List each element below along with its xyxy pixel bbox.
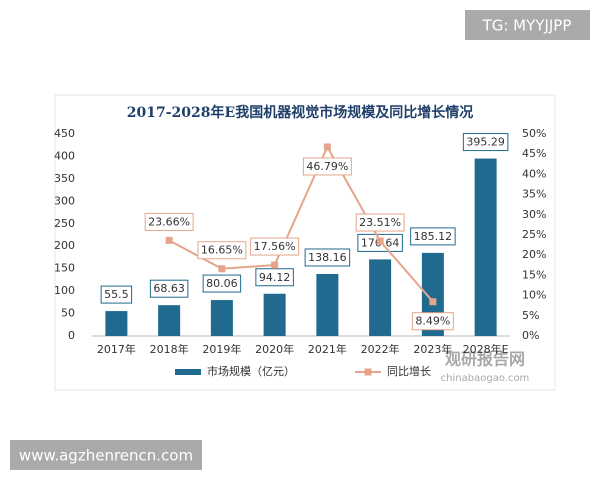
x-tick-label: 2022年	[361, 342, 400, 356]
watermark-box	[465, 10, 590, 40]
line-label-box	[144, 212, 194, 231]
x-tick-label: 2017年	[97, 342, 136, 356]
y2-tick-label: 50%	[522, 127, 546, 140]
x-tick-label: 2020年	[255, 342, 294, 356]
bar	[369, 259, 392, 336]
y-tick-label: 450	[54, 127, 75, 140]
x-tick-label: 2023年	[413, 342, 452, 356]
bar	[210, 300, 233, 336]
x-tick-label: 2028年E	[463, 342, 509, 356]
line-marker	[218, 265, 226, 273]
x-tick-label: 2019年	[202, 342, 241, 356]
y2-tick-label: 0%	[522, 329, 539, 342]
bar-label: 55.5	[104, 288, 129, 301]
line	[168, 144, 434, 303]
bar	[105, 311, 128, 336]
bar-label-box	[304, 248, 351, 267]
line-marker	[271, 261, 279, 269]
line-marker	[165, 236, 173, 244]
watermark: www.agzhenrencn.com	[19, 447, 193, 465]
bar	[158, 305, 181, 336]
bar-label-box	[462, 133, 509, 152]
line-label-box	[250, 237, 300, 256]
bar-label-box	[202, 274, 242, 293]
line-label-box	[197, 241, 247, 260]
bar-label-box	[410, 227, 456, 246]
line-label-box	[411, 312, 454, 331]
line-label: 16.65%	[201, 244, 243, 257]
y2-tick-label: 45%	[522, 147, 546, 160]
line-label: 23.66%	[148, 215, 190, 228]
line-label: 46.79%	[306, 160, 348, 173]
bar-label-box	[100, 285, 133, 304]
bar	[316, 273, 339, 336]
bar-label: 185.12	[414, 230, 453, 243]
y-tick-label: 300	[54, 194, 75, 207]
y2-tick-label: 30%	[522, 208, 546, 221]
legend-swatch	[175, 369, 201, 375]
bar-label-box	[255, 268, 294, 287]
y-tick-label: 150	[54, 262, 75, 275]
logo: 观研报告网	[445, 350, 525, 369]
y-tick-label: 250	[54, 217, 75, 230]
line-label: 8.49%	[415, 315, 450, 328]
chart-title: 2017-2028年E我国机器视觉市场规模及同比增长情况	[127, 104, 473, 121]
legend-label: 同比增长	[387, 364, 431, 378]
y-tick-label: 50	[61, 307, 75, 320]
bar	[474, 158, 497, 336]
y2-tick-label: 15%	[522, 268, 546, 281]
y2-tick-label: 40%	[522, 167, 546, 180]
bar-label: 138.16	[308, 251, 347, 264]
y-tick-label: 100	[54, 284, 75, 297]
legend-marker	[364, 368, 372, 376]
y2-tick-label: 35%	[522, 188, 546, 201]
bar-label: 80.06	[206, 277, 238, 290]
y2-tick-label: 25%	[522, 228, 546, 241]
bar	[263, 293, 286, 336]
line-marker	[323, 143, 331, 151]
line-label-box	[302, 157, 352, 176]
y-tick-label: 0	[68, 329, 75, 342]
y2-tick-label: 20%	[522, 248, 546, 261]
legend-label: 市场规模（亿元）	[207, 364, 295, 378]
line-label: 23.51%	[359, 216, 401, 229]
bar-label-box	[149, 279, 189, 298]
bar-label: 68.63	[153, 282, 185, 295]
line-label-box	[355, 213, 405, 232]
x-tick-label: 2021年	[308, 342, 347, 356]
y2-tick-label: 5%	[522, 309, 539, 322]
watermark: TG: MYYJJPP	[482, 17, 572, 35]
line-marker	[376, 237, 384, 245]
line-label: 17.56%	[254, 240, 296, 253]
bar-label: 94.12	[259, 271, 291, 284]
logo-url: chinabaogao.com	[441, 373, 530, 384]
bar-label: 395.29	[466, 136, 505, 149]
y-tick-label: 400	[54, 149, 75, 162]
y2-tick-label: 10%	[522, 289, 546, 302]
y-tick-label: 200	[54, 239, 75, 252]
line-marker	[429, 298, 437, 306]
x-tick-label: 2018年	[150, 342, 189, 356]
y-tick-label: 350	[54, 172, 75, 185]
watermark-box	[10, 440, 202, 470]
